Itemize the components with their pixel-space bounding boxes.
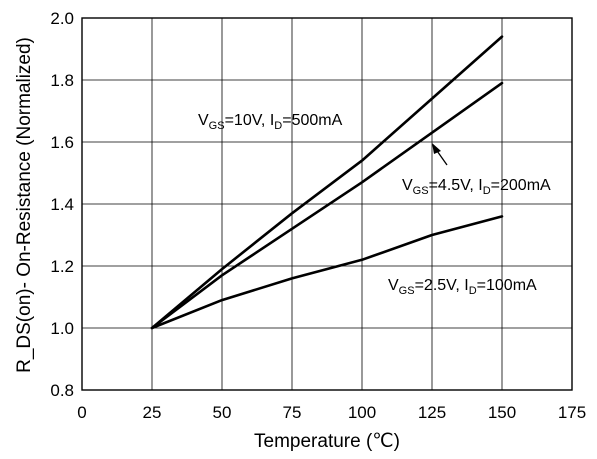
y-tick-label: 2.0 bbox=[50, 9, 74, 28]
series-lines bbox=[150, 35, 504, 330]
series-label-vgs-4-5v: VGS=4.5V, ID=200mA bbox=[402, 177, 551, 197]
series-line-2 bbox=[150, 81, 504, 330]
x-tick-label: 75 bbox=[283, 403, 302, 422]
series-label-vgs-10v: VGS=10V, ID=500mA bbox=[198, 112, 343, 132]
x-tick-label: 125 bbox=[418, 403, 446, 422]
y-tick-label: 1.2 bbox=[50, 257, 74, 276]
plot-frame bbox=[81, 17, 573, 391]
y-tick-label: 1.8 bbox=[50, 71, 74, 90]
series-label-vgs-2-5v: VGS=2.5V, ID=100mA bbox=[388, 277, 537, 297]
x-tick-label: 175 bbox=[558, 403, 586, 422]
y-tick-label: 0.8 bbox=[50, 381, 74, 400]
series-line-1 bbox=[150, 35, 504, 330]
grid bbox=[81, 17, 573, 391]
y-tick-label: 1.6 bbox=[50, 133, 74, 152]
series-line-3 bbox=[150, 215, 504, 330]
x-tick-label: 50 bbox=[213, 403, 232, 422]
x-tick-label: 0 bbox=[77, 403, 86, 422]
x-tick-label: 25 bbox=[143, 403, 162, 422]
y-tick-label: 1.0 bbox=[50, 319, 74, 338]
x-axis-title: Temperature (℃) bbox=[254, 431, 400, 452]
y-tick-label: 1.4 bbox=[50, 195, 74, 214]
y-axis-ticks: 0.8 1.0 1.2 1.4 1.6 1.8 2.0 bbox=[50, 9, 74, 400]
x-tick-label: 100 bbox=[348, 403, 376, 422]
x-axis-ticks: 0 25 50 75 100 125 150 175 bbox=[77, 403, 586, 422]
annotation-arrow bbox=[432, 143, 448, 166]
x-tick-label: 150 bbox=[488, 403, 516, 422]
y-axis-title: R_DS(on)- On-Resistance (Normalized) bbox=[14, 37, 35, 373]
